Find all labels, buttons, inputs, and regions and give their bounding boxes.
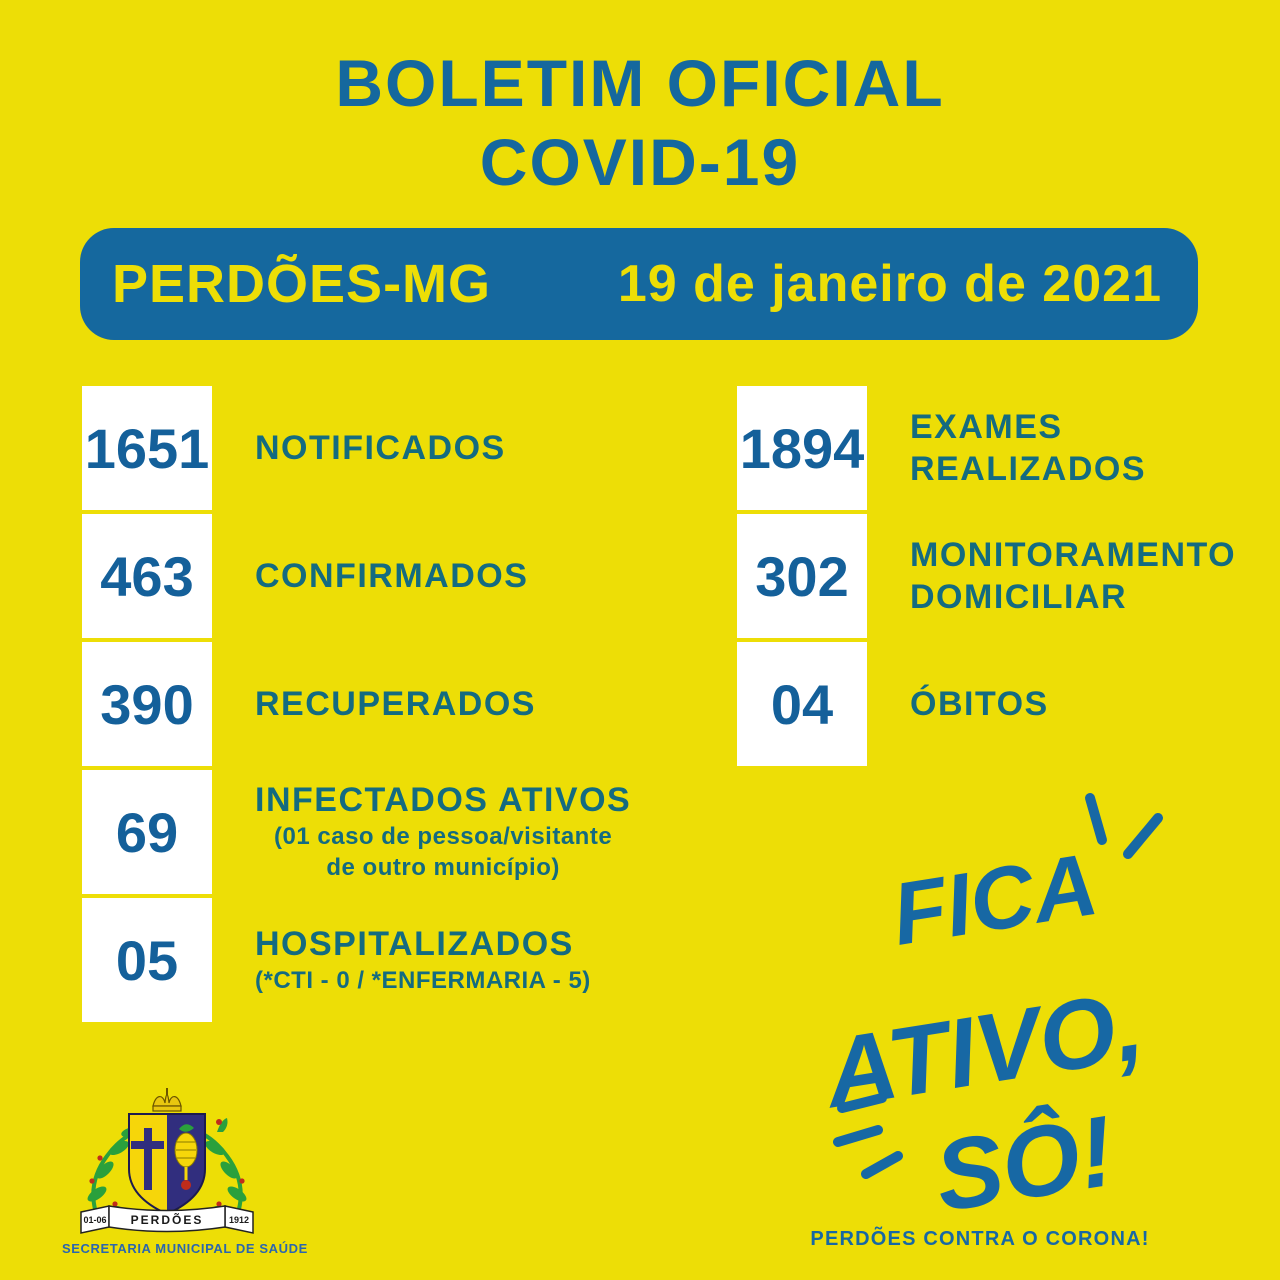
- city-crest-icon: 01-06 PERDÕES 1912: [80, 1088, 254, 1234]
- stat-label: RECUPERADOS: [255, 684, 536, 723]
- stat-row-monitoramento: 302 MONITORAMENTO DOMICILIAR: [737, 514, 1255, 638]
- date-label: 19 de janeiro de 2021: [617, 255, 1162, 313]
- page-title-line1: BOLETIM OFICIAL: [335, 46, 945, 120]
- stat-value: 1651: [84, 416, 210, 480]
- stat-label: NOTIFICADOS: [255, 428, 506, 467]
- stat-label: HOSPITALIZADOS: [255, 925, 574, 963]
- stat-note: (*CTI - 0 / *ENFERMARIA - 5): [255, 966, 591, 994]
- campaign-script: FICA ATIVO, SÔ!: [815, 793, 1163, 1233]
- stat-row-confirmados: 463 CONFIRMADOS: [82, 514, 631, 638]
- script-line-fica: FICA: [885, 834, 1103, 964]
- stat-row-hospitalizados: 05 HOSPITALIZADOS (*CTI - 0 / *ENFERMARI…: [82, 898, 631, 1022]
- stat-value: 1894: [739, 416, 865, 480]
- stat-value-box: 1894: [737, 386, 867, 510]
- crown-icon: [152, 1088, 182, 1112]
- stat-value-box: 05: [82, 898, 212, 1022]
- city-label: PERDÕES-MG: [112, 254, 492, 314]
- stat-value-box: 69: [82, 770, 212, 894]
- city-crest-logo: 01-06 PERDÕES 1912 SECRETARIA MUNICIPAL …: [62, 1084, 308, 1256]
- stat-value: 69: [115, 800, 179, 864]
- location-date-banner: PERDÕES-MG 19 de janeiro de 2021: [80, 228, 1198, 340]
- shield-icon: [128, 1113, 206, 1216]
- stat-value: 05: [115, 928, 179, 992]
- stat-value: 302: [755, 544, 849, 608]
- ribbon-year-right: 1912: [229, 1215, 249, 1225]
- script-line-so: SÔ!: [928, 1095, 1121, 1233]
- stat-note: (01 caso de pessoa/visitante: [274, 823, 613, 851]
- ribbon-year-left: 01-06: [83, 1215, 106, 1225]
- stat-label: CONFIRMADOS: [255, 556, 529, 595]
- health-secretary-caption: SECRETARIA MUNICIPAL DE SAÚDE: [62, 1241, 308, 1256]
- ribbon-banner: 01-06 PERDÕES 1912: [80, 1205, 254, 1234]
- ribbon-city-name: PERDÕES: [131, 1212, 204, 1227]
- stat-value-box: 463: [82, 514, 212, 638]
- stat-label: MONITORAMENTO DOMICILIAR: [910, 535, 1237, 617]
- emphasis-strokes-icon: [833, 793, 1163, 1179]
- stat-label: INFECTADOS ATIVOS: [255, 781, 632, 820]
- stats-right-column: 1894 EXAMES REALIZADOS 302 MONITORAMENTO…: [737, 386, 1255, 770]
- stat-label: EXAMES REALIZADOS: [910, 407, 1146, 489]
- stat-value-box: 390: [82, 642, 212, 766]
- stat-value: 390: [100, 672, 194, 736]
- stat-value-box: 1651: [82, 386, 212, 510]
- stat-value: 04: [770, 672, 834, 736]
- stat-value-box: 04: [737, 642, 867, 766]
- stat-row-obitos: 04 ÓBITOS: [737, 642, 1255, 766]
- stat-row-exames: 1894 EXAMES REALIZADOS: [737, 386, 1255, 510]
- campaign-slogan: PERDÕES CONTRA O CORONA!: [810, 1228, 1150, 1250]
- stat-row-notificados: 1651 NOTIFICADOS: [82, 386, 631, 510]
- stat-value: 463: [100, 544, 194, 608]
- page-title-line2: COVID-19: [479, 125, 801, 200]
- stat-row-recuperados: 390 RECUPERADOS: [82, 642, 631, 766]
- stat-row-infectados-ativos: 69 INFECTADOS ATIVOS (01 caso de pessoa/…: [82, 770, 631, 894]
- stat-label: ÓBITOS: [910, 684, 1049, 723]
- stats-left-column: 1651 NOTIFICADOS 463 CONFIRMADOS 390 REC…: [82, 386, 631, 1026]
- stat-value-box: 302: [737, 514, 867, 638]
- page-title: BOLETIM OFICIAL COVID-19: [0, 44, 1280, 202]
- stat-note: de outro município): [326, 854, 560, 882]
